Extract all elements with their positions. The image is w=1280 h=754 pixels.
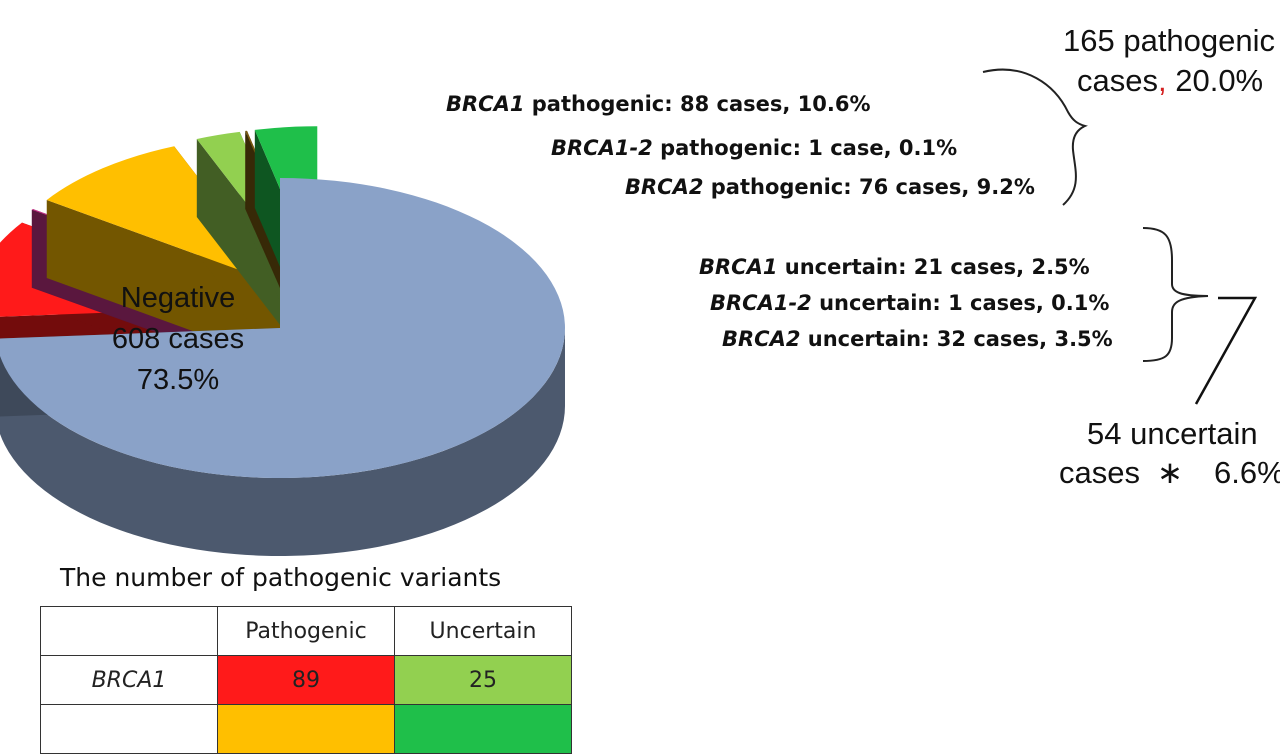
uncertain-summary-cases: cases xyxy=(1059,455,1140,490)
label-brca2-pathogenic: BRCA2 pathogenic: 76 cases, 9.2% xyxy=(625,175,1035,199)
negative-title: Negative xyxy=(120,282,236,314)
label-brca1-pathogenic: BRCA1 pathogenic: 88 cases, 10.6% xyxy=(446,92,871,116)
pathogenic-summary-line2: cases, 20.0% xyxy=(1077,61,1263,101)
header-uncertain: Uncertain xyxy=(394,606,572,656)
header-blank xyxy=(40,606,218,656)
label-text: uncertain: 32 cases, 3.5% xyxy=(800,327,1113,351)
row-gene: BRCA1 xyxy=(40,655,218,705)
label-brca12-uncertain: BRCA1-2 uncertain: 1 cases, 0.1% xyxy=(710,291,1109,315)
label-brca1-uncertain: BRCA1 uncertain: 21 cases, 2.5% xyxy=(699,255,1090,279)
row-pathogenic-count xyxy=(217,704,395,754)
row-uncertain-count: 25 xyxy=(394,655,572,705)
gene-name: BRCA1 xyxy=(699,255,778,279)
variants-table: Pathogenic Uncertain BRCA1 89 25 xyxy=(40,606,572,754)
row-uncertain-count xyxy=(394,704,572,754)
row-gene xyxy=(40,704,218,754)
pathogenic-summary-percent: 20.0% xyxy=(1166,63,1264,98)
gene-name: BRCA1-2 xyxy=(710,291,812,315)
table-row xyxy=(40,704,572,754)
negative-percent: 73.5% xyxy=(136,364,220,396)
pie-slice-negative xyxy=(0,178,565,556)
uncertain-summary-line1: 54 uncertain xyxy=(1087,416,1258,451)
gene-name: BRCA2 xyxy=(722,327,801,351)
uncertain-brace xyxy=(1142,227,1209,362)
header-pathogenic: Pathogenic xyxy=(217,606,395,656)
label-text: uncertain: 21 cases, 2.5% xyxy=(777,255,1090,279)
uncertain-summary-percent: 6.6% xyxy=(1213,455,1280,490)
gene-name: BRCA2 xyxy=(625,175,704,199)
label-text: pathogenic: 88 cases, 10.6% xyxy=(524,92,871,116)
label-text: pathogenic: 76 cases, 9.2% xyxy=(703,175,1035,199)
pathogenic-summary-line1: 165 pathogenic xyxy=(1063,23,1276,58)
label-brca12-pathogenic: BRCA1-2 pathogenic: 1 case, 0.1% xyxy=(551,136,957,160)
negative-label: Negative 608 cases 73.5% xyxy=(78,278,278,401)
gene-name: BRCA1 xyxy=(446,92,525,116)
table-title: The number of pathogenic variants xyxy=(60,563,502,592)
row-pathogenic-count: 89 xyxy=(217,655,395,705)
negative-cases: 608 cases xyxy=(111,323,245,355)
label-text: uncertain: 1 cases, 0.1% xyxy=(811,291,1110,315)
gene-name: BRCA1-2 xyxy=(551,136,653,160)
asterisk-icon: ∗ xyxy=(1156,455,1183,490)
pathogenic-summary-comma: , xyxy=(1157,63,1167,98)
uncertain-summary-line2: cases ∗ 6.6% xyxy=(1059,453,1280,493)
label-text: pathogenic: 1 case, 0.1% xyxy=(652,136,958,160)
pie-chart xyxy=(0,126,565,556)
table-row: BRCA1 89 25 xyxy=(40,655,572,705)
uncertain-pointer-line xyxy=(1194,296,1258,405)
pathogenic-summary-cases: cases xyxy=(1077,63,1158,98)
label-brca2-uncertain: BRCA2 uncertain: 32 cases, 3.5% xyxy=(722,327,1113,351)
table-header-row: Pathogenic Uncertain xyxy=(40,606,572,656)
